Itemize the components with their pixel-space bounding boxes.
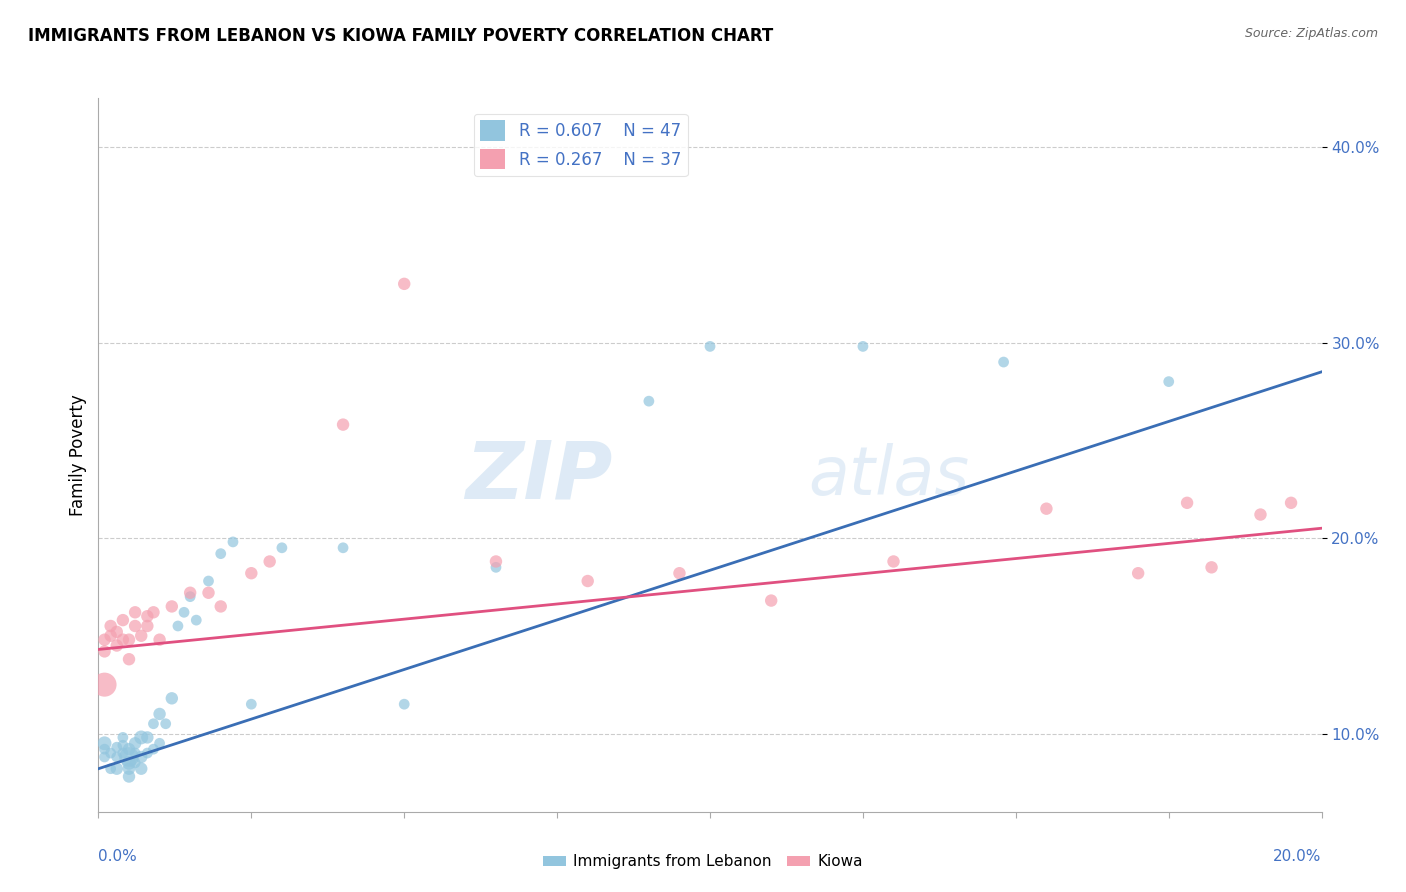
Point xyxy=(93,632,115,647)
Point xyxy=(637,394,661,409)
Point xyxy=(93,742,115,756)
Point xyxy=(149,706,172,721)
Point xyxy=(129,731,152,745)
Point xyxy=(759,593,782,607)
Point xyxy=(222,535,245,549)
Point xyxy=(136,609,159,624)
Point xyxy=(124,746,146,760)
Point xyxy=(105,740,128,755)
Y-axis label: Family Poverty: Family Poverty xyxy=(69,394,87,516)
Point xyxy=(111,632,134,647)
Point xyxy=(100,619,122,633)
Point xyxy=(100,746,122,760)
Point xyxy=(124,619,146,633)
Point xyxy=(136,731,159,745)
Point xyxy=(197,586,219,600)
Point xyxy=(118,770,141,784)
Point xyxy=(186,613,208,627)
Point xyxy=(993,355,1015,369)
Point xyxy=(699,339,721,353)
Point xyxy=(124,756,146,770)
Point xyxy=(142,605,165,619)
Point xyxy=(209,599,232,614)
Point xyxy=(160,691,183,706)
Point xyxy=(136,619,159,633)
Point xyxy=(1035,501,1057,516)
Point xyxy=(129,750,152,764)
Point xyxy=(209,547,232,561)
Point xyxy=(93,750,115,764)
Point xyxy=(124,605,146,619)
Point xyxy=(259,554,281,568)
Point xyxy=(111,738,134,752)
Point xyxy=(576,574,599,588)
Point xyxy=(129,629,152,643)
Point xyxy=(118,762,141,776)
Point xyxy=(105,762,128,776)
Point xyxy=(111,731,134,745)
Point xyxy=(142,716,165,731)
Point xyxy=(179,586,201,600)
Point xyxy=(111,613,134,627)
Point xyxy=(105,639,128,653)
Point xyxy=(1201,560,1223,574)
Point xyxy=(100,629,122,643)
Point xyxy=(160,599,183,614)
Point xyxy=(173,605,195,619)
Legend: Immigrants from Lebanon, Kiowa: Immigrants from Lebanon, Kiowa xyxy=(537,848,869,875)
Point xyxy=(142,742,165,756)
Point xyxy=(118,750,141,764)
Point xyxy=(118,632,141,647)
Text: atlas: atlas xyxy=(808,443,969,509)
Point xyxy=(124,736,146,750)
Point xyxy=(1249,508,1271,522)
Text: IMMIGRANTS FROM LEBANON VS KIOWA FAMILY POVERTY CORRELATION CHART: IMMIGRANTS FROM LEBANON VS KIOWA FAMILY … xyxy=(28,27,773,45)
Point xyxy=(332,541,354,555)
Point xyxy=(93,644,115,658)
Point xyxy=(100,762,122,776)
Point xyxy=(118,652,141,666)
Point xyxy=(155,716,177,731)
Point xyxy=(668,566,690,581)
Point xyxy=(1157,375,1180,389)
Point xyxy=(270,541,292,555)
Point xyxy=(105,624,128,639)
Legend: R = 0.607    N = 47, R = 0.267    N = 37: R = 0.607 N = 47, R = 0.267 N = 37 xyxy=(474,113,688,176)
Text: 20.0%: 20.0% xyxy=(1274,849,1322,863)
Point xyxy=(149,632,172,647)
Point xyxy=(883,554,905,568)
Point xyxy=(392,697,416,711)
Point xyxy=(129,762,152,776)
Point xyxy=(136,746,159,760)
Point xyxy=(118,756,141,770)
Text: 0.0%: 0.0% xyxy=(98,849,138,863)
Point xyxy=(240,566,263,581)
Point xyxy=(197,574,219,588)
Point xyxy=(485,560,508,574)
Point xyxy=(149,736,172,750)
Point xyxy=(167,619,190,633)
Point xyxy=(852,339,875,353)
Point xyxy=(1279,496,1302,510)
Point xyxy=(1175,496,1198,510)
Point xyxy=(485,554,508,568)
Point xyxy=(1128,566,1150,581)
Point xyxy=(105,750,128,764)
Point xyxy=(392,277,416,291)
Point xyxy=(93,678,115,692)
Point xyxy=(240,697,263,711)
Text: ZIP: ZIP xyxy=(465,437,612,516)
Point xyxy=(118,742,141,756)
Text: Source: ZipAtlas.com: Source: ZipAtlas.com xyxy=(1244,27,1378,40)
Point xyxy=(179,590,201,604)
Point xyxy=(93,736,115,750)
Point xyxy=(111,746,134,760)
Point xyxy=(332,417,354,432)
